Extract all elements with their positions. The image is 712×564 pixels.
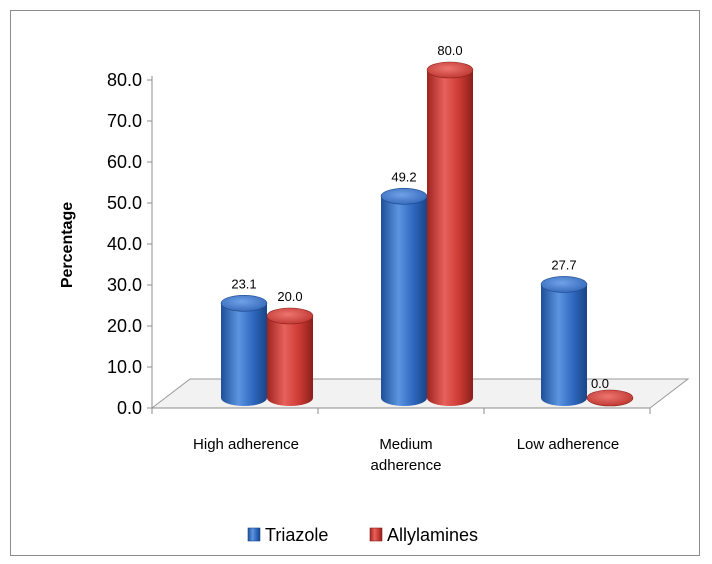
y-tick-label: 0.0 [117, 398, 142, 418]
y-tick-label: 40.0 [107, 234, 142, 254]
y-tick-label: 70.0 [107, 111, 142, 131]
data-label: 0.0 [591, 376, 609, 391]
data-label: 23.1 [231, 276, 256, 291]
y-tick-label: 80.0 [107, 70, 142, 90]
bar-top [380, 187, 428, 205]
bar-top [426, 61, 474, 79]
category-label: Medium adherence [371, 436, 442, 474]
legend: Triazole Allylamines [247, 525, 478, 545]
bar-body [381, 196, 427, 406]
y-tick-label: 20.0 [107, 316, 142, 336]
y-tick-label: 50.0 [107, 193, 142, 213]
legend-label: Triazole [265, 525, 328, 545]
legend-label: Allylamines [387, 525, 478, 545]
y-axis-title: Percentage [59, 202, 76, 288]
y-tick-label: 30.0 [107, 275, 142, 295]
y-axis: 0.0 10.0 20.0 30.0 40.0 50.0 60.0 70.0 80.0 [107, 70, 153, 418]
data-label: 49.2 [391, 169, 416, 184]
value-labels: 23.1 49.2 27.7 20.0 80.0 0.0 [231, 43, 609, 391]
data-label: 80.0 [437, 43, 462, 58]
x-labels: High adherence Medium adherence Low adheren… [193, 436, 619, 474]
bars [220, 61, 634, 407]
bar-allylamines-1 [426, 61, 474, 406]
data-label: 20.0 [277, 289, 302, 304]
bar-body [427, 70, 473, 406]
bar-top [266, 307, 314, 325]
legend-swatch [247, 527, 261, 542]
legend-item-triazole: Triazole [247, 525, 328, 545]
bar-triazole-2 [540, 276, 588, 406]
bar-allylamines-2 [586, 389, 634, 407]
bar-body [541, 284, 587, 406]
bar-top [220, 294, 268, 312]
legend-swatch [369, 527, 383, 542]
category-label: Low adherence [517, 436, 620, 453]
bar-body [221, 303, 267, 406]
bar-top [540, 276, 588, 293]
category-label: High adherence [193, 436, 299, 453]
legend-item-allylamines: Allylamines [369, 525, 478, 545]
bar-allylamines-0 [266, 307, 314, 406]
data-label: 27.7 [551, 257, 576, 272]
bar-body [267, 316, 313, 406]
bar-triazole-0 [220, 294, 268, 406]
y-tick-label: 60.0 [107, 152, 142, 172]
bar-top [586, 389, 634, 407]
y-tick-label: 10.0 [107, 357, 142, 377]
bar-triazole-1 [380, 187, 428, 406]
chart-frame [10, 10, 700, 556]
